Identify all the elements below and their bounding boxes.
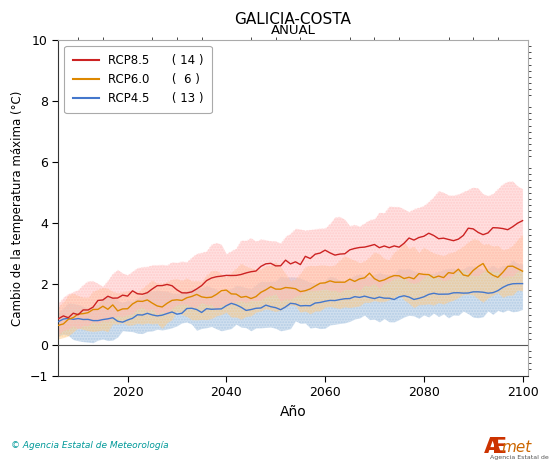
Text: © Agencia Estatal de Meteorología: © Agencia Estatal de Meteorología	[11, 442, 169, 450]
Y-axis label: Cambio de la temperatura máxima (°C): Cambio de la temperatura máxima (°C)	[11, 90, 24, 326]
Text: met: met	[502, 440, 532, 455]
Text: ANUAL: ANUAL	[271, 24, 315, 37]
Legend: RCP8.5      ( 14 ), RCP6.0      (  6 ), RCP4.5      ( 13 ): RCP8.5 ( 14 ), RCP6.0 ( 6 ), RCP4.5 ( 13…	[64, 46, 212, 113]
Title: GALICIA-COSTA: GALICIA-COSTA	[234, 12, 351, 27]
Text: A: A	[484, 438, 501, 457]
X-axis label: Año: Año	[279, 405, 306, 419]
Text: E: E	[492, 438, 507, 457]
Text: Agencia Estatal de Meteorología: Agencia Estatal de Meteorología	[490, 454, 550, 460]
